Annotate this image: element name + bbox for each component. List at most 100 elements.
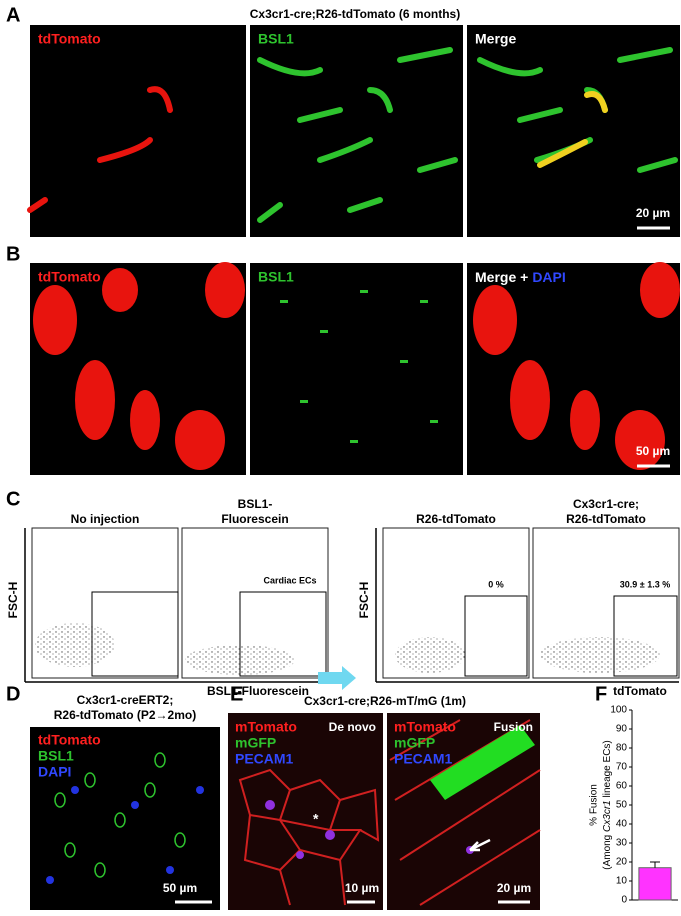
plot-title: R26-tdTomato [566,512,646,526]
axes [24,528,679,683]
gate [239,591,327,677]
decoration [615,410,665,470]
decoration [265,800,275,810]
x-axis-label: BSL1-Fluorescein [207,684,309,698]
decoration [350,440,358,443]
channel-label: DAPI [38,764,71,780]
decoration [144,782,156,798]
gate-label: 30.9 ± 1.3 % [620,579,670,589]
decoration [510,360,550,440]
condition-label: De novo [329,720,376,734]
gfp-cell [430,725,535,800]
channel-label: BSL1 [258,31,294,47]
plot-title: R26-tdTomato [416,512,496,526]
decoration [130,390,160,450]
panel-label: A [6,4,20,26]
event-cloud [35,623,115,667]
decoration [64,842,76,858]
decoration [473,285,517,355]
decoration [257,47,458,223]
channel-label: Merge [475,31,516,47]
decoration [320,330,328,333]
decoration [75,360,115,440]
decoration [27,86,173,213]
scale-bar-label: 20 µm [497,881,531,895]
channel-label: Merge + DAPI [475,269,566,285]
y-tick-label: 90 [616,724,628,735]
panel-label: E [230,683,243,705]
capillaries [280,290,438,443]
y-axis-label: % Fusion [589,784,600,826]
gate-label: Cardiac ECs [263,575,316,585]
error-bar [650,861,660,868]
channel-label: tdTomato [38,31,101,47]
y-axis-label: (Among Cx3cr1 lineage ECs) [602,740,613,870]
decoration [114,812,126,828]
capillaries [54,752,186,878]
gate [613,595,678,677]
decoration [360,290,368,293]
event-cloud [395,637,465,673]
decoration [174,832,186,848]
decoration [71,786,79,794]
y-tick-label: 100 [610,705,627,716]
decoration [389,719,541,906]
y-axis-label: (Among [602,832,613,870]
decoration [400,360,408,363]
marker: * [313,811,319,827]
arrow [469,838,491,852]
panel-label: D [6,683,20,705]
y-axis-label: lineage ECs) [602,740,613,800]
decoration [238,768,380,906]
scale-bar-label: 50 µm [636,444,670,458]
panel-title: Cx3cr1-creERT2; [77,693,174,707]
micrograph [467,25,680,237]
decoration [280,300,288,303]
decoration [325,830,335,840]
decoration [570,390,600,450]
micrograph [30,25,246,237]
cardiomyocytes [33,262,680,470]
micrograph [250,263,463,475]
panel-label: C [6,488,20,510]
plot-title: BSL1- [238,497,273,511]
decoration [154,752,166,768]
panel-title: Cx3cr1-cre;R26-mT/mG (1m) [304,694,466,708]
decoration [54,792,66,808]
gate [464,595,528,677]
y-axis-label: FSC-H [357,582,371,619]
decoration [196,786,204,794]
decoration [296,851,304,859]
channel-label: BSL1 [258,269,294,285]
bar [638,867,672,901]
decoration [205,262,245,318]
y-tick-label: 20 [616,857,628,868]
micrograph [250,25,463,237]
y-tick-label: 10 [616,876,628,887]
decoration [84,772,96,788]
y-tick-label: 0 [621,895,627,906]
membranes [238,719,541,906]
decoration [640,262,680,318]
vessels [27,47,678,223]
channel-label: mGFP [235,735,276,751]
y-tick-label: 80 [616,743,628,754]
decoration [94,862,106,878]
plot-title: Cx3cr1-cre; [573,497,639,511]
channel-label: PECAM1 [235,751,294,767]
y-tick-label: 40 [616,819,628,830]
channel-label: mGFP [394,735,435,751]
panel-label: F [595,683,607,705]
channel-label: BSL1 [38,748,74,764]
y-tick-label: 60 [616,781,628,792]
scale-bar-label: 20 µm [636,206,670,220]
decoration [46,876,54,884]
x-axis-label: tdTomato [613,684,667,698]
panel-title: Cx3cr1-cre;R26-tdTomato (6 months) [250,7,460,21]
decoration [300,400,308,403]
decoration [166,866,174,874]
decoration [33,285,77,355]
channel-label: PECAM1 [394,751,453,767]
gate-label: 0 % [488,579,504,589]
